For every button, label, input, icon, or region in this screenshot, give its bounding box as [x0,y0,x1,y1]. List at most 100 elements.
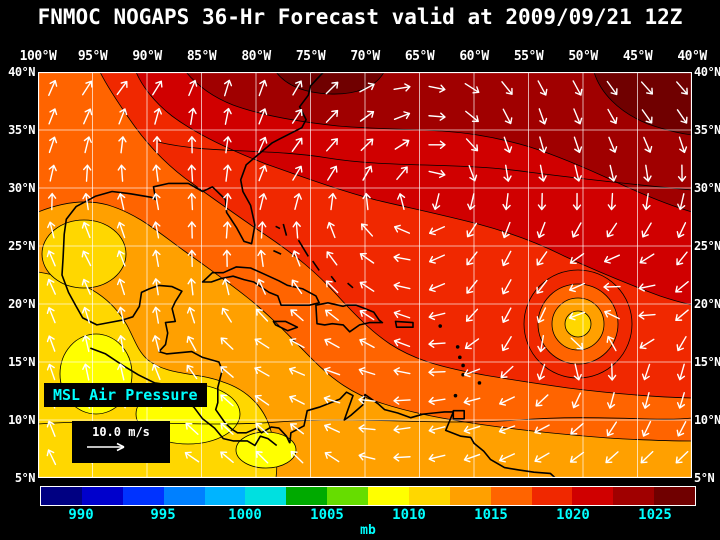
wind-scale-legend: 10.0 m/s [72,421,170,463]
wind-arrow [572,80,583,96]
wind-arrow [83,108,93,125]
wind-arrow [642,192,651,211]
wind-arrow [328,192,337,211]
wind-arrow [642,391,651,409]
lon-label: 80°W [241,49,271,64]
wind-arrow [466,279,478,294]
coastline [282,223,288,236]
wind-arrow [152,193,161,211]
lat-label-left: 10°N [8,413,35,427]
wind-arrow [116,278,126,296]
wind-arrow [501,250,512,267]
wind-arrow [359,110,375,122]
wind-arrow [676,421,687,437]
wind-arrow [83,164,92,182]
wind-arrow [290,450,304,464]
island-coastline [272,320,299,332]
pressure-map [38,72,692,478]
wind-arrow [187,278,196,296]
wind-scale-label: 10.0 m/s [92,425,150,439]
wind-arrow [255,422,269,435]
wind-arrow [393,111,411,120]
island-coastline [315,302,384,333]
wind-arrow [81,250,92,267]
wind-arrow [501,221,511,239]
wind-arrow [152,278,161,296]
wind-arrow [428,396,446,406]
wind-arrow [396,166,408,181]
small-island [477,381,482,385]
wind-arrow [534,424,550,435]
wind-arrow [292,80,303,96]
wind-arrow [603,282,621,292]
small-island [458,355,462,360]
wind-arrow [360,223,374,237]
lat-label-left: 30°N [8,181,35,195]
wind-arrow [499,396,515,406]
wind-arrow [503,164,512,182]
wind-arrow [117,363,126,381]
wind-arrow [258,108,268,125]
wind-arrow [569,253,585,264]
wind-arrow [463,368,481,378]
wind-arrow [48,79,58,97]
wind-arrow [48,136,58,154]
wind-arrow [536,251,548,266]
wind-arrow [118,136,127,154]
grid-lines [38,72,692,478]
wind-arrow [464,82,480,94]
wind-arrow [359,252,375,264]
wind-arrow [82,335,91,353]
wind-arrow [292,165,303,181]
wind-arrow [538,164,547,182]
lat-label-left: 20°N [8,297,35,311]
wind-arrow [117,164,126,182]
wind-arrow [46,278,56,295]
wind-arrow [676,392,686,409]
lat-label-right: 10°N [694,413,720,427]
wind-arrow [289,423,305,435]
wind-arrow [116,80,128,96]
wind-arrow [641,109,653,124]
wind-arrow [358,424,376,433]
wind-arrow [643,164,652,182]
wind-arrow [185,422,199,435]
wind-arrow [358,452,376,461]
wind-arrow [463,397,481,406]
wind-arrow [152,164,161,182]
wind-arrow [640,81,654,95]
colorbar-segment [327,487,368,505]
wind-arrow [606,421,618,437]
wind-arrow [501,279,512,295]
wind-arrow [428,425,446,434]
wind-arrow [536,307,547,324]
wind-arrow [393,338,411,348]
colorbar-segment [122,487,164,505]
wind-arrow [639,253,655,264]
lat-label-right: 40°N [694,65,720,79]
wind-arrow [81,306,91,324]
wind-arrow [82,192,91,211]
wind-arrow [222,278,231,296]
wind-arrow [499,453,515,463]
wind-arrow [638,311,656,320]
wind-arrow [603,254,621,264]
wind-arrow [393,310,411,319]
wind-arrow [46,449,57,466]
lat-label-right: 15°N [694,355,720,369]
wind-arrow [675,309,689,322]
colorbar-tick-label: 1025 [638,507,672,523]
wind-arrow [608,164,617,182]
coastline [273,249,282,255]
wind-arrow [188,107,197,125]
wind-arrow [359,309,375,321]
wind-arrow [428,311,446,321]
colorbar-segment [490,487,532,505]
colorbar-tick-label: 990 [68,507,94,523]
wind-arrow [676,109,688,124]
wind-arrow [255,450,269,464]
wind-arrow [48,164,57,182]
wind-scale-arrow [87,442,125,452]
map-border [38,72,692,478]
